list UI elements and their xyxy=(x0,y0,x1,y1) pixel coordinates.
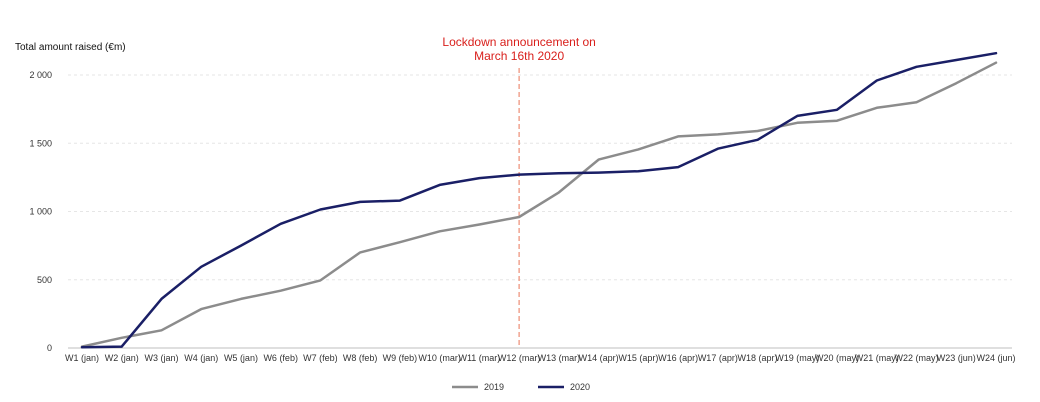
x-tick-label: W17 (apr) xyxy=(698,353,738,363)
x-tick-label: W3 (jan) xyxy=(144,353,178,363)
y-axis-ticks: 0 500 1 000 1 500 2 000 xyxy=(29,70,52,353)
x-tick-label: W16 (apr) xyxy=(658,353,698,363)
y-tick-label: 1 500 xyxy=(29,138,52,148)
x-tick-label: W1 (jan) xyxy=(65,353,99,363)
x-tick-label: W12 (mar) xyxy=(498,353,541,363)
legend: 2019 2020 xyxy=(452,382,590,392)
annotation-text: Lockdown announcement on xyxy=(442,35,595,49)
series-lines xyxy=(80,51,998,349)
x-tick-label: W7 (feb) xyxy=(303,353,338,363)
y-tick-label: 0 xyxy=(47,343,52,353)
x-tick-label: W22 (may) xyxy=(895,353,939,363)
x-tick-label: W13 (mar) xyxy=(538,353,581,363)
y-tick-label: 1 000 xyxy=(29,207,52,217)
y-tick-label: 2 000 xyxy=(29,70,52,80)
x-tick-label: W9 (feb) xyxy=(383,353,418,363)
x-tick-label: W15 (apr) xyxy=(618,353,658,363)
x-tick-label: W10 (mar) xyxy=(418,353,461,363)
x-tick-label: W2 (jan) xyxy=(105,353,139,363)
x-tick-label: W5 (jan) xyxy=(224,353,258,363)
legend-label-2019: 2019 xyxy=(484,382,504,392)
x-tick-label: W24 (jun) xyxy=(976,353,1015,363)
x-tick-label: W14 (apr) xyxy=(579,353,619,363)
y-tick-label: 500 xyxy=(37,275,52,285)
x-tick-label: W20 (may) xyxy=(815,353,859,363)
x-tick-label: W4 (jan) xyxy=(184,353,218,363)
x-tick-label: W21 (may) xyxy=(855,353,899,363)
x-tick-label: W18 (apr) xyxy=(738,353,778,363)
legend-label-2020: 2020 xyxy=(570,382,590,392)
x-tick-label: W23 (jun) xyxy=(937,353,976,363)
series-line-2020 xyxy=(80,51,998,349)
series-line-2019 xyxy=(80,61,998,348)
y-axis-label: Total amount raised (€m) xyxy=(15,42,126,53)
x-tick-label: W8 (feb) xyxy=(343,353,378,363)
x-axis-ticks: W1 (jan) W2 (jan) W3 (jan) W4 (jan) W5 (jan)… xyxy=(65,353,1016,363)
annotation-text: March 16th 2020 xyxy=(474,49,564,63)
x-tick-label: W11 (mar) xyxy=(458,353,500,363)
gridlines xyxy=(68,74,1012,349)
x-tick-label: W6 (feb) xyxy=(263,353,298,363)
x-tick-label: W19 (may) xyxy=(775,353,819,363)
